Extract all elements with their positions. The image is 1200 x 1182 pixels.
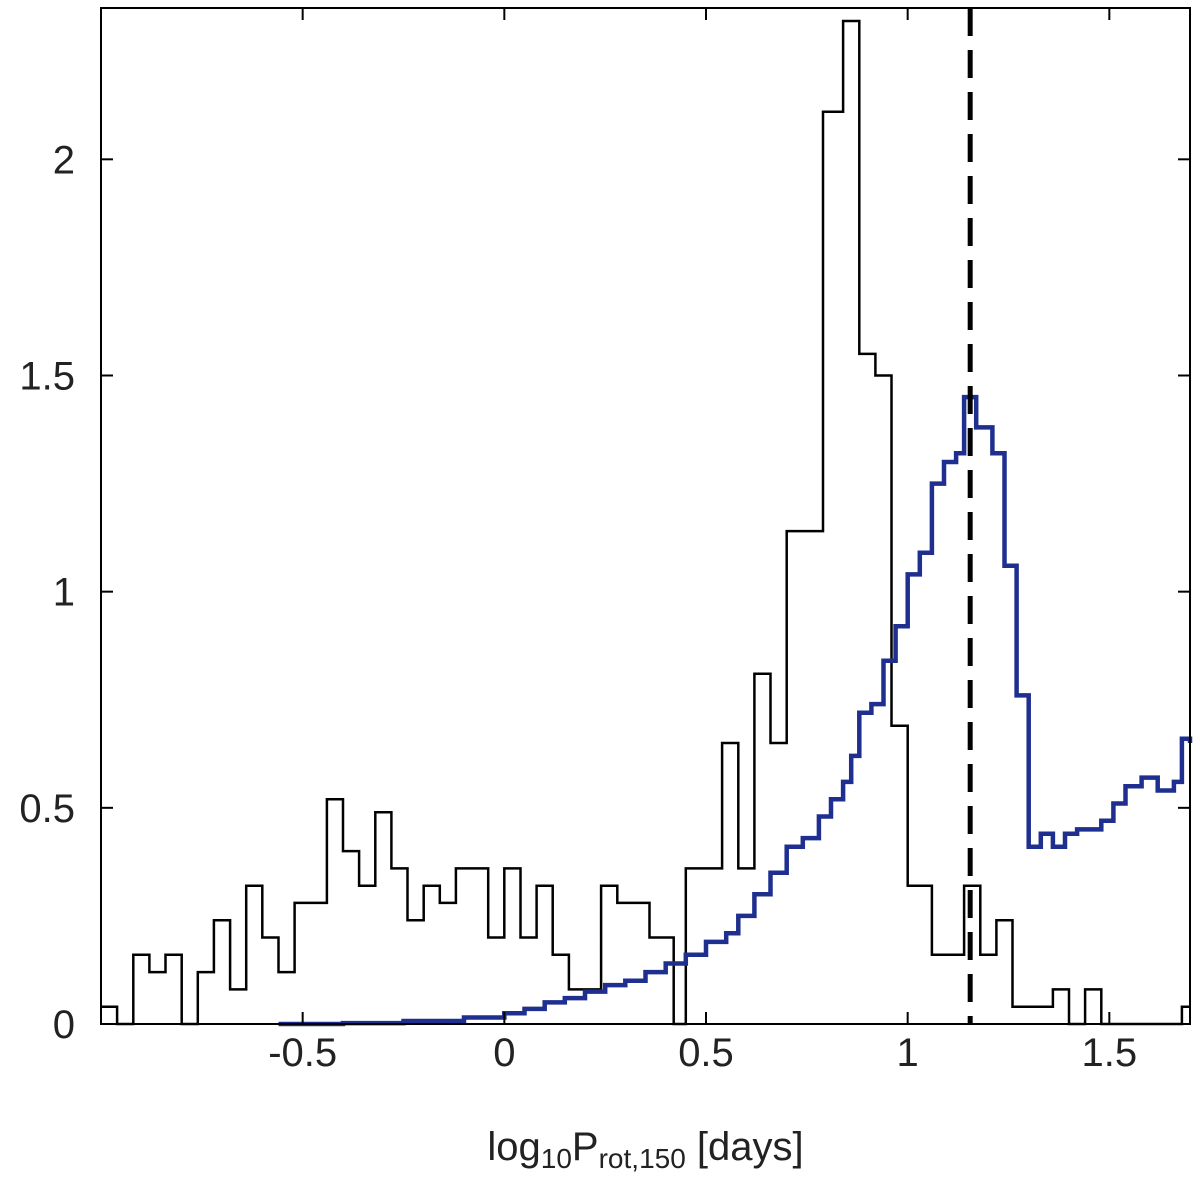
x-axis-label-base: log xyxy=(487,1125,540,1169)
x-axis-label: log10Prot,150 [days] xyxy=(487,1125,803,1174)
y-tick-label: 1 xyxy=(53,571,75,615)
y-tick-label: 0.5 xyxy=(19,787,75,831)
y-tick-label: 0 xyxy=(53,1003,75,1047)
plot-area: -0.5 0 0.5 1 1.5 0 0.5 1 1.5 2 xyxy=(19,7,1193,1075)
x-axis-label-unit: [days] xyxy=(686,1125,804,1169)
series-2-step-line xyxy=(278,394,1193,1027)
x-tick-label: 0 xyxy=(493,1031,515,1075)
series-layer xyxy=(101,19,1193,1027)
y-tick-label: 1.5 xyxy=(19,354,75,398)
axes-frame xyxy=(100,7,1191,1025)
x-tick-label: 0.5 xyxy=(678,1031,734,1075)
x-axis-label-base-subscript: 10 xyxy=(541,1143,572,1174)
x-tick-label: -0.5 xyxy=(268,1031,337,1075)
x-axis-label-main-subscript: rot,150 xyxy=(599,1143,686,1174)
x-axis-label-main: P xyxy=(572,1125,599,1169)
y-tick-label: 2 xyxy=(53,138,75,182)
x-tick-label: 1 xyxy=(897,1031,919,1075)
series-1-step-line xyxy=(101,19,1190,1026)
ticks-layer: -0.5 0 0.5 1 1.5 0 0.5 1 1.5 2 xyxy=(19,8,1190,1075)
x-tick-label: 1.5 xyxy=(1082,1031,1138,1075)
